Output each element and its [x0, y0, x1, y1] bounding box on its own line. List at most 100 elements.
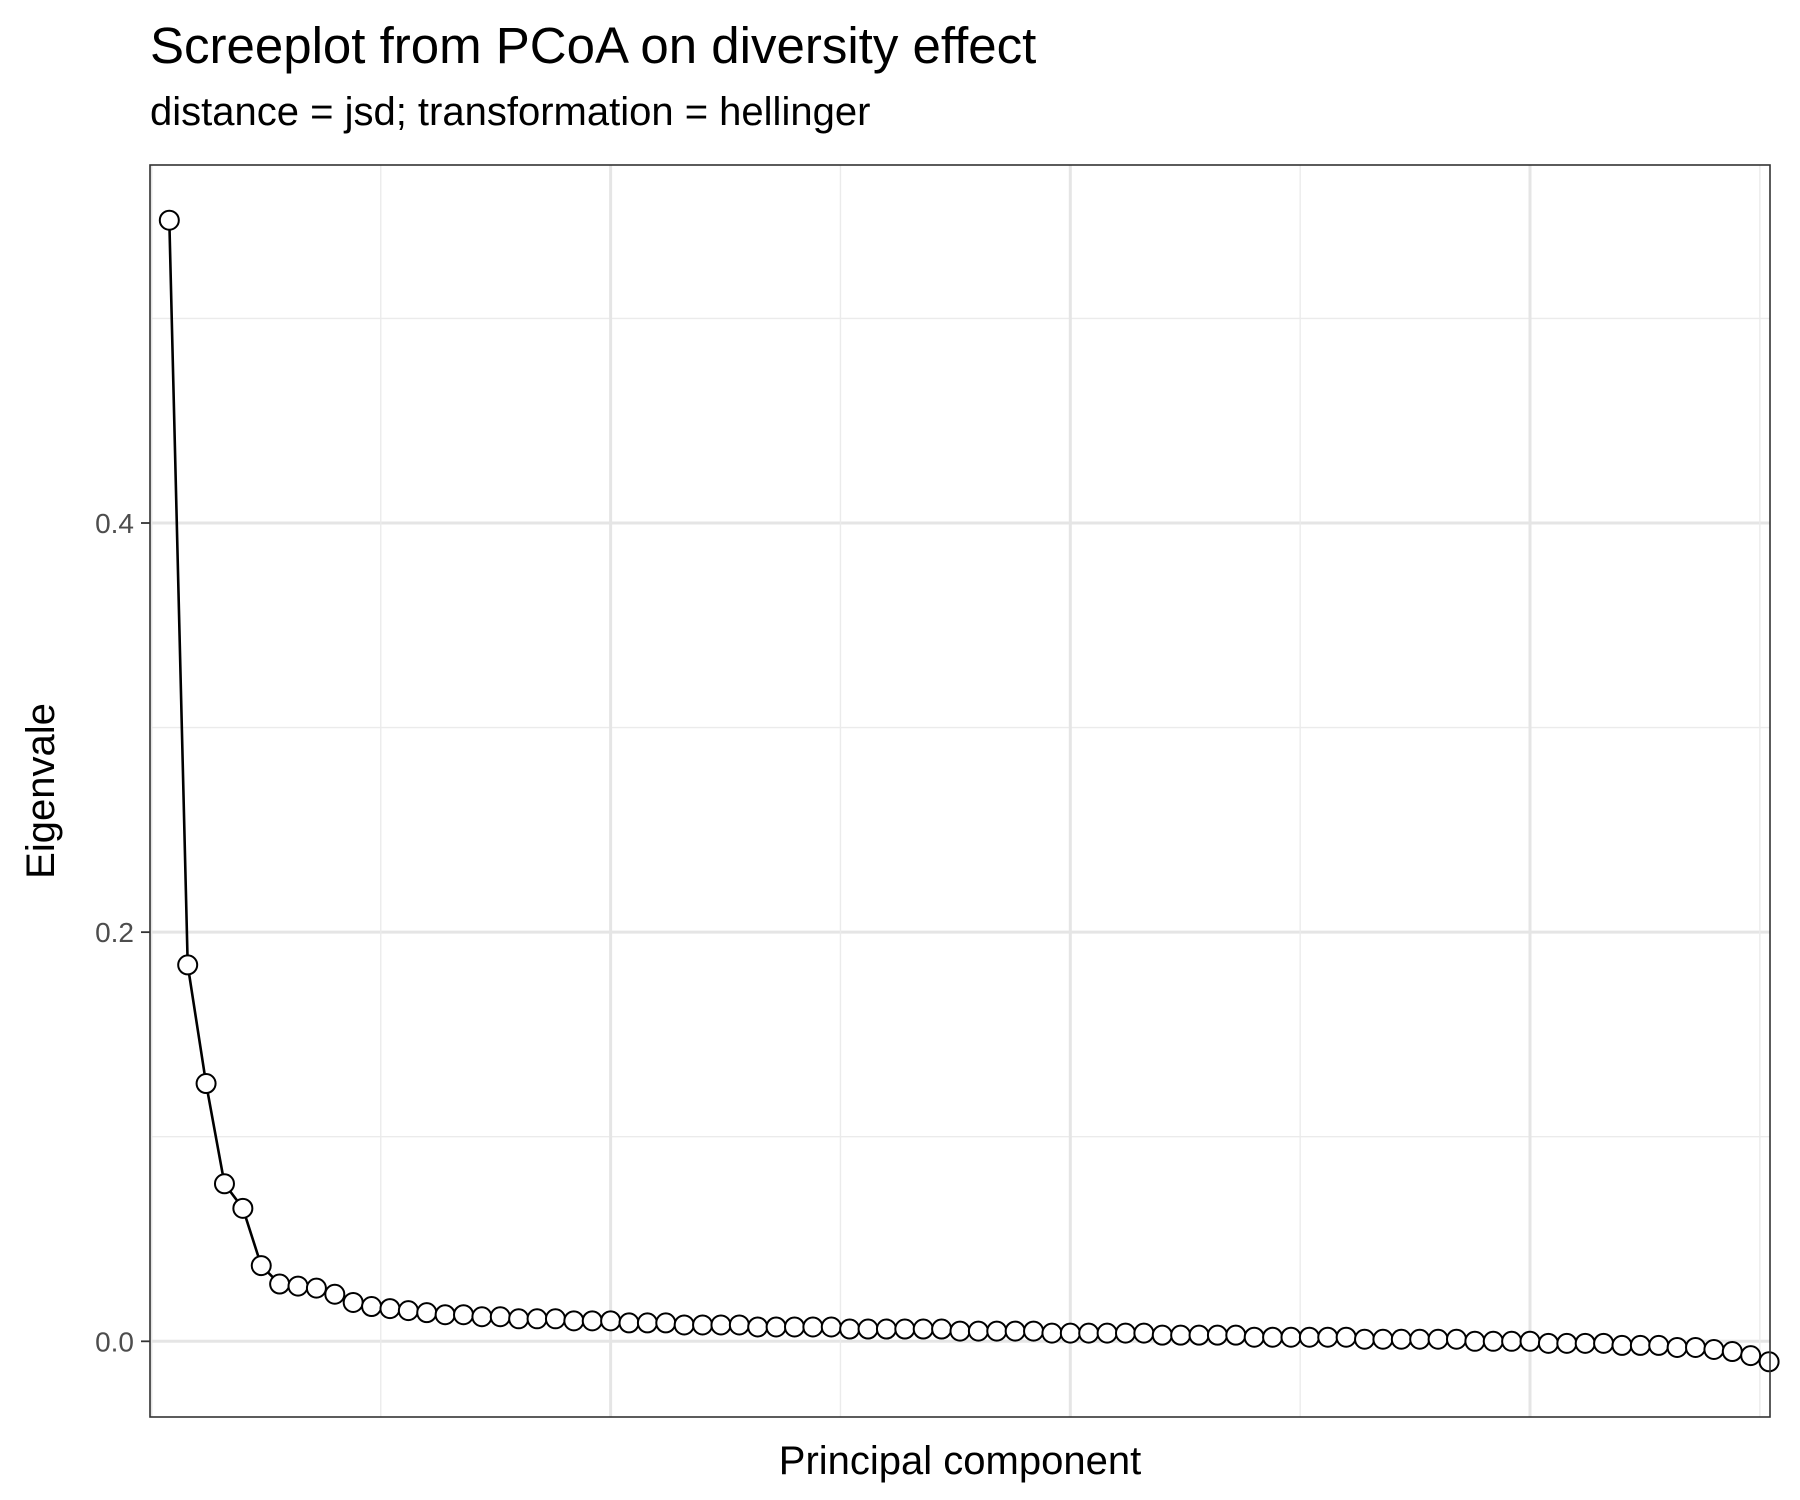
data-point [232, 1197, 254, 1219]
data-point [618, 1312, 640, 1334]
data-point [1648, 1334, 1670, 1356]
data-point [250, 1255, 272, 1277]
data-point [195, 1073, 217, 1095]
data-point [655, 1312, 677, 1334]
data-point [857, 1318, 879, 1340]
data-point [1464, 1330, 1486, 1352]
data-point [636, 1312, 658, 1334]
data-point [581, 1310, 603, 1332]
data-point [471, 1306, 493, 1328]
data-point [1225, 1324, 1247, 1346]
data-point [839, 1318, 861, 1340]
y-tick-label: 0.2 [95, 917, 134, 948]
data-point [1501, 1330, 1523, 1352]
data-point [361, 1296, 383, 1318]
data-point [728, 1314, 750, 1336]
panel-border [149, 164, 1771, 1418]
data-point [269, 1273, 291, 1295]
grid-layer [149, 165, 1770, 1417]
data-point [1243, 1326, 1265, 1348]
data-point [1188, 1324, 1210, 1346]
data-point [1354, 1328, 1376, 1350]
data-point [1059, 1322, 1081, 1344]
data-point [1372, 1328, 1394, 1350]
data-point [1151, 1324, 1173, 1346]
data-point [692, 1314, 714, 1336]
data-point [1703, 1338, 1725, 1360]
data-point [1280, 1326, 1302, 1348]
data-point [765, 1316, 787, 1338]
data-point [912, 1318, 934, 1340]
data-point [1629, 1334, 1651, 1356]
data-point [489, 1306, 511, 1328]
chart-subtitle: distance = jsd; transformation = helling… [150, 90, 871, 134]
data-point [1262, 1326, 1284, 1348]
data-point [710, 1314, 732, 1336]
data-point [820, 1316, 842, 1338]
data-point [1685, 1336, 1707, 1358]
data-point [508, 1308, 530, 1330]
data-point [967, 1320, 989, 1342]
x-axis-title: Principal component [779, 1439, 1141, 1483]
data-point [931, 1318, 953, 1340]
data-point [1721, 1341, 1743, 1363]
data-point [1096, 1322, 1118, 1344]
data-point [1335, 1326, 1357, 1348]
data-point [1206, 1324, 1228, 1346]
data-point [305, 1277, 327, 1299]
data-point [1078, 1322, 1100, 1344]
data-point [1427, 1328, 1449, 1350]
data-point [324, 1283, 346, 1305]
data-point [1445, 1328, 1467, 1350]
data-point [1041, 1322, 1063, 1344]
data-point [287, 1275, 309, 1297]
data-point [986, 1320, 1008, 1342]
data-point [1537, 1332, 1559, 1354]
chart-title: Screeplot from PCoA on diversity effect [150, 17, 1037, 74]
data-point [177, 954, 199, 976]
data-point [1390, 1328, 1412, 1350]
y-tick-label: 0.0 [95, 1326, 134, 1357]
data-point [379, 1298, 401, 1320]
data-point [1482, 1330, 1504, 1352]
data-point [600, 1310, 622, 1332]
data-point [213, 1173, 235, 1195]
y-tick-label: 0.4 [95, 508, 134, 539]
data-point [784, 1316, 806, 1338]
point-layer [158, 209, 1780, 1373]
data-point [1317, 1326, 1339, 1348]
tick-layer: 0.0 0.2 0.4 [95, 508, 150, 1357]
data-point [158, 209, 180, 231]
data-point [1574, 1332, 1596, 1354]
data-point [526, 1308, 548, 1330]
data-point [1556, 1332, 1578, 1354]
data-point [434, 1304, 456, 1326]
data-point [673, 1314, 695, 1336]
data-point [1170, 1324, 1192, 1346]
data-point [453, 1304, 475, 1326]
data-point [1758, 1351, 1780, 1373]
data-point [1114, 1322, 1136, 1344]
data-point [875, 1318, 897, 1340]
data-point [1740, 1345, 1762, 1367]
data-point [544, 1308, 566, 1330]
data-point [1023, 1320, 1045, 1342]
data-point [1409, 1328, 1431, 1350]
data-point [416, 1302, 438, 1324]
data-point [802, 1316, 824, 1338]
data-point [1133, 1322, 1155, 1344]
data-point [747, 1316, 769, 1338]
data-point [1611, 1334, 1633, 1356]
data-point [1666, 1336, 1688, 1358]
data-point [1519, 1330, 1541, 1352]
data-point [1298, 1326, 1320, 1348]
data-point [1004, 1320, 1026, 1342]
y-axis-title: Eigenvale [19, 703, 63, 879]
data-point [894, 1318, 916, 1340]
data-point [1593, 1332, 1615, 1354]
data-point [342, 1291, 364, 1313]
data-point [949, 1320, 971, 1342]
data-point [563, 1310, 585, 1332]
data-point [397, 1300, 419, 1322]
